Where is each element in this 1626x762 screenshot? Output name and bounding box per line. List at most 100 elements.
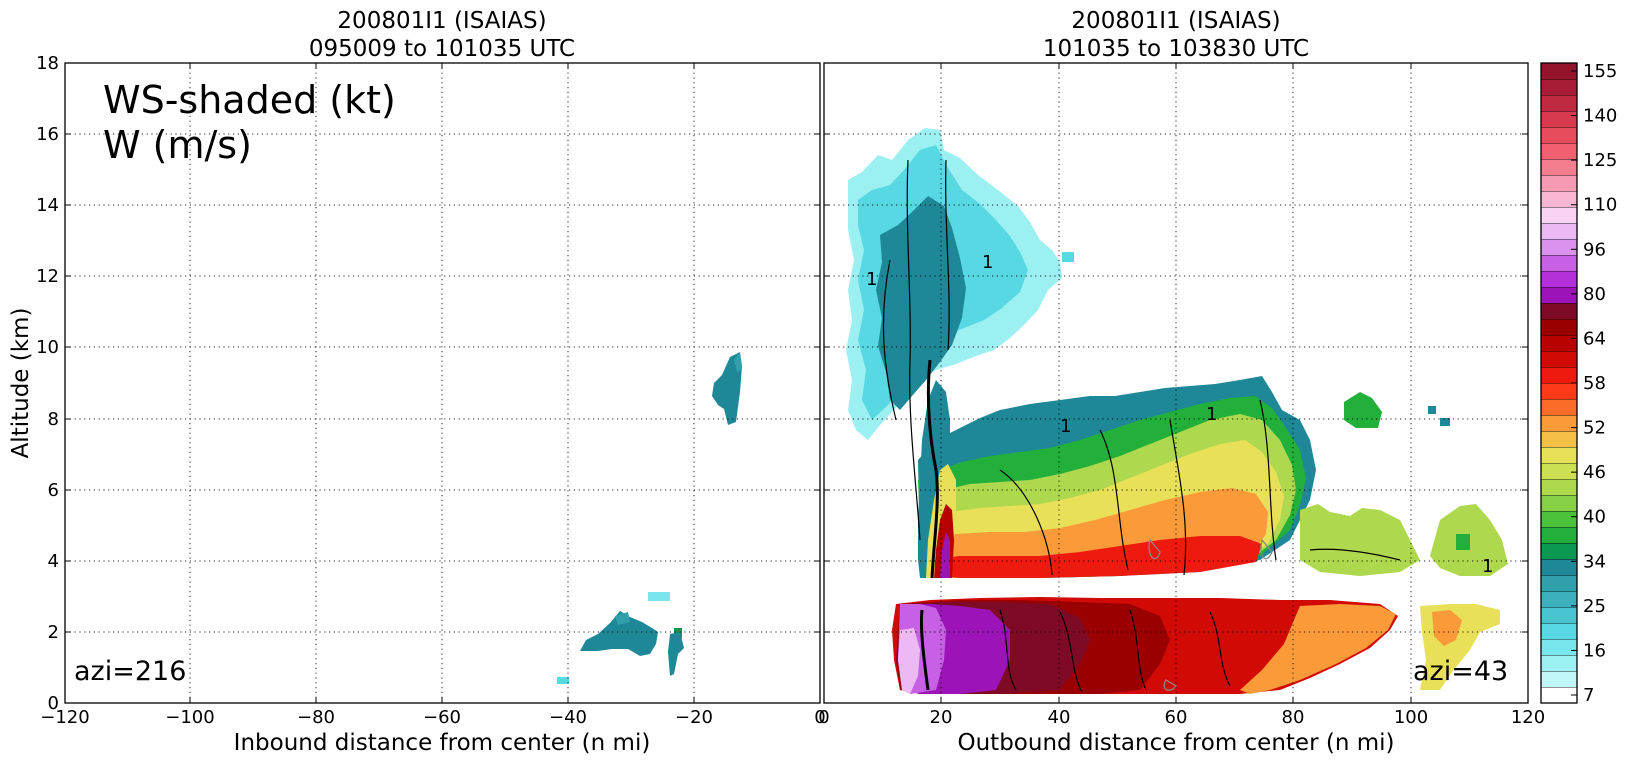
colorbar-tick-label: 155 [1583,61,1617,82]
colorbar-swatch [1540,670,1578,688]
colorbar-swatch [1540,222,1578,240]
left-xtick-label: −80 [297,707,335,728]
colorbar-tick-label: 46 [1583,462,1606,483]
right-azimuth-label: azi=43 [1413,656,1508,687]
right-xtick-label: 0 [818,707,829,728]
low-level-orange-right [1240,604,1396,694]
colorbar-swatch [1540,478,1578,496]
colorbar-swatch [1540,574,1578,592]
colorbar-swatch [1540,174,1578,192]
contour-label: 1 [1482,556,1493,577]
annotation-ws-shaded: WS-shaded (kt) [103,78,396,122]
contour-label: 1 [1206,404,1217,425]
colorbar-tick-label: 96 [1583,239,1606,260]
ytick-label: 10 [36,337,59,358]
right-xtick-label: 80 [1282,707,1305,728]
left-xtick-label: −120 [40,707,89,728]
left-xtick-label: −100 [165,707,214,728]
echo-teal-isolated [1428,406,1436,414]
right-xtick-label: 60 [1165,707,1188,728]
colorbar-swatch [1540,462,1578,480]
ytick-label: 12 [36,266,59,287]
colorbar-swatch [1540,526,1578,544]
colorbar-tick-label: 7 [1583,685,1594,706]
colorbar-swatch [1540,350,1578,368]
left-xtick-label: 0 [814,707,825,728]
right-xtick-label: 20 [930,707,953,728]
colorbar-swatch [1540,334,1578,352]
left-echo-midlevel-edge [734,352,742,372]
colorbar-tick-label: 140 [1583,106,1617,127]
colorbar-swatch [1540,94,1578,112]
w-contours-strong [919,359,939,691]
colorbar-swatch [1540,254,1578,272]
colorbar-swatch [1540,542,1578,560]
left-echo-low [580,611,658,656]
colorbar-swatch [1540,398,1578,416]
ytick-label: 4 [48,551,59,572]
colorbar-swatch [1540,510,1578,528]
right-panel: 200801I1 (ISAIAS) 101035 to 103830 UTC [818,8,1545,756]
colorbar-tick-label: 58 [1583,373,1606,394]
ytick-label: 6 [48,480,59,501]
colorbar-swatch [1540,430,1578,448]
right-xtick-label: 40 [1048,707,1071,728]
colorbar-swatch [1540,638,1578,656]
cells-right [1300,504,1420,576]
cells-far-right-green [1456,534,1470,550]
colorbar-swatch [1540,446,1578,464]
left-echo-upper [648,592,670,601]
colorbar-swatch [1540,126,1578,144]
colorbar-swatch [1540,622,1578,640]
left-grid [65,63,820,703]
colorbar-swatch [1540,302,1578,320]
upper-cloud-core [876,196,966,410]
colorbar-swatch [1540,286,1578,304]
colorbar-tick-label: 110 [1583,195,1617,216]
left-azimuth-label: azi=216 [74,656,186,687]
low-level-pink [898,628,920,694]
colorbar-tick-label: 25 [1583,596,1606,617]
colorbar-swatch [1540,366,1578,384]
colorbar-swatch [1540,654,1578,672]
colorbar-tick-label: 40 [1583,507,1606,528]
right-x-axis-label: Outbound distance from center (n mi) [958,730,1395,756]
right-title-line2: 101035 to 103830 UTC [1043,36,1309,62]
annotation-w: W (m/s) [103,123,252,167]
w-contours [882,159,1401,693]
right-xtick-label: 100 [1394,707,1428,728]
colorbar-swatch [1540,590,1578,608]
colorbar-swatch [1540,78,1578,96]
colorbar-swatch [1540,110,1578,128]
left-xtick-label: −60 [423,707,461,728]
colorbar-swatch [1540,606,1578,624]
colorbar-swatch [1540,206,1578,224]
y-axis-label: Altitude (km) [8,308,34,459]
left-echo-right [668,632,684,676]
mid-level-red [926,536,1262,578]
ytick-label: 8 [48,409,59,430]
left-title-line2: 095009 to 101035 UTC [309,36,575,62]
colorbar-labels: 7 16 25 34 40 46 52 58 64 80 96 110 125 140 155 [1571,61,1617,706]
right-xtick-label: 120 [1511,707,1545,728]
eyewall-column-core [940,532,950,578]
colorbar-tick-label: 52 [1583,418,1606,439]
colorbar-tick-label: 80 [1583,284,1606,305]
colorbar-swatch [1540,142,1578,160]
left-y-ticks: 0 2 4 6 8 10 12 14 16 18 [36,53,820,714]
colorbar-swatch [1540,414,1578,432]
left-echo-low-peak [615,612,630,625]
right-wind-field: 1 1 1 1 1 [824,128,1528,694]
ytick-label: 2 [48,622,59,643]
echo-teal-isolated-2 [1440,418,1450,426]
ytick-label: 0 [48,693,59,714]
colorbar-swatch [1540,382,1578,400]
left-xtick-label: −40 [549,707,587,728]
contour-label: 1 [1060,416,1071,437]
left-panel: 200801I1 (ISAIAS) 095009 to 101035 UTC [8,8,826,756]
colorbar-swatch [1540,494,1578,512]
left-x-axis-label: Inbound distance from center (n mi) [234,730,651,756]
left-echoes [557,352,742,684]
colorbar-swatch [1540,158,1578,176]
